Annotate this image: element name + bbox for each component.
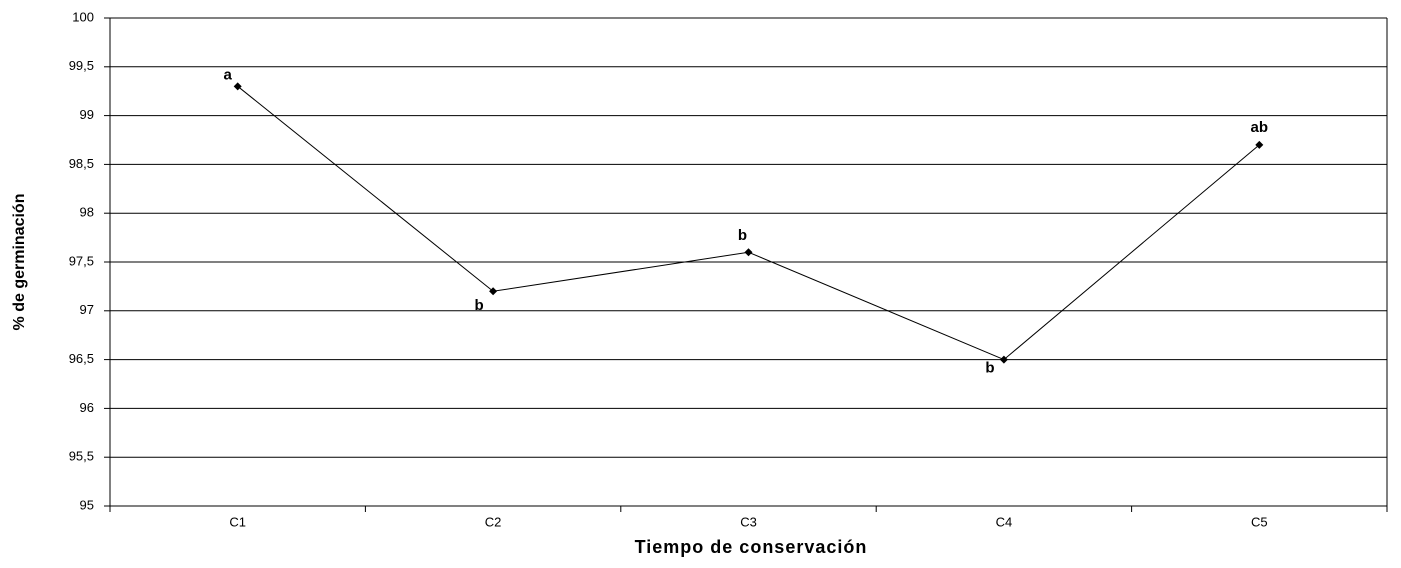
x-tick-label: C1 — [229, 514, 246, 529]
x-axis-label: Tiempo de conservación — [635, 537, 868, 557]
y-tick-label: 96,5 — [69, 351, 94, 366]
y-tick-label: 96 — [80, 400, 94, 415]
point-label: a — [224, 66, 233, 83]
y-tick-label: 98 — [80, 205, 94, 220]
x-tick-label: C5 — [1251, 514, 1268, 529]
series-line — [237, 85, 1260, 361]
x-tick-label: C3 — [740, 514, 757, 529]
point-marker — [1255, 140, 1264, 149]
point-label: b — [738, 227, 747, 244]
point-marker — [233, 82, 242, 91]
point-marker — [999, 355, 1008, 364]
y-tick-label: 99,5 — [69, 58, 94, 73]
y-tick-label: 97 — [80, 302, 94, 317]
point-label: b — [475, 297, 484, 314]
point-marker — [744, 248, 753, 257]
y-tick-label: 97,5 — [69, 253, 94, 268]
y-tick-label: 98,5 — [69, 156, 94, 171]
x-tick-label: C4 — [996, 514, 1013, 529]
x-tick-label: C2 — [485, 514, 502, 529]
y-tick-label: 95 — [80, 497, 94, 512]
y-tick-label: 99 — [80, 107, 94, 122]
y-tick-label: 100 — [72, 9, 94, 24]
y-tick-label: 95,5 — [69, 449, 94, 464]
point-label: ab — [1251, 119, 1269, 136]
point-label: b — [985, 360, 994, 377]
point-marker — [489, 287, 498, 296]
y-axis-label: % de germinación — [11, 194, 28, 331]
